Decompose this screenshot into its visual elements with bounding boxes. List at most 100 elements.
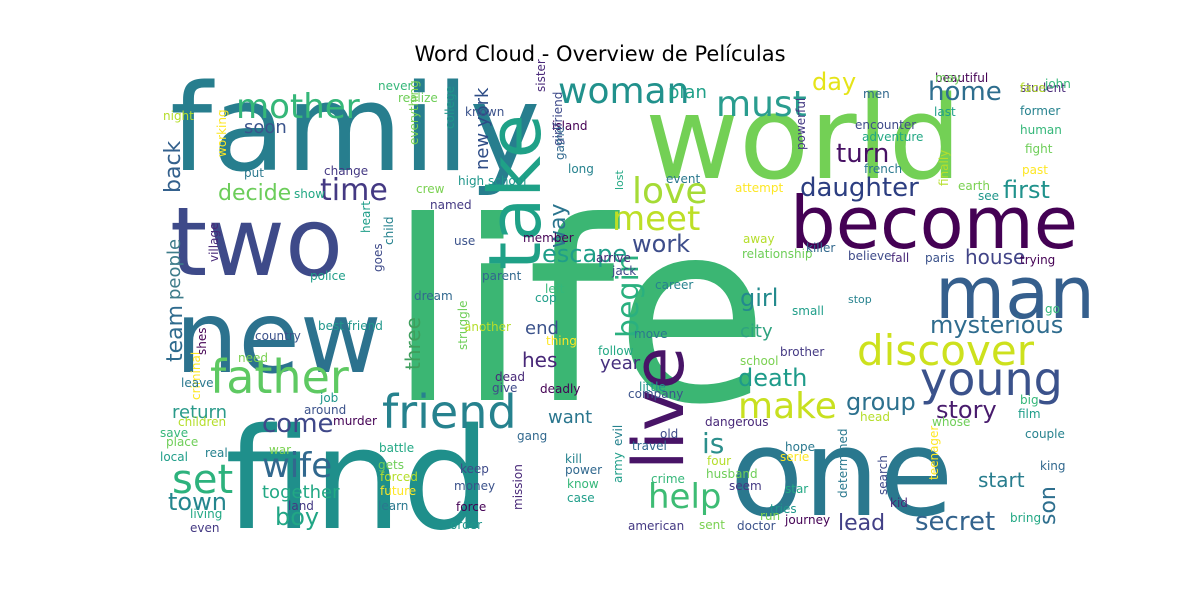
word-trying: trying — [1020, 253, 1055, 267]
word-named: named — [430, 198, 472, 212]
word-two: two — [170, 188, 343, 298]
word-old: old — [660, 427, 678, 441]
word-power: power — [565, 463, 602, 477]
word-police: police — [310, 269, 346, 283]
word-film: film — [1018, 407, 1041, 421]
word-decide: decide — [218, 181, 291, 206]
word-find: find — [225, 399, 491, 562]
word-people: people — [164, 239, 185, 300]
word-high-school: high school — [458, 174, 526, 188]
word-new: new — [175, 279, 382, 396]
word-save: save — [160, 426, 188, 440]
word-lead: lead — [838, 511, 885, 536]
word-former: former — [1020, 104, 1060, 118]
word-future: future — [380, 484, 416, 498]
word-place: place — [166, 435, 198, 449]
word-soon: soon — [244, 117, 287, 138]
word-first: first — [1003, 176, 1050, 204]
word-hes: hes — [522, 348, 557, 372]
word-start: start — [978, 468, 1025, 492]
word-see: see — [978, 189, 999, 203]
word-dangerous: dangerous — [705, 415, 768, 429]
word-secret: secret — [915, 507, 995, 537]
word-earth: earth — [958, 179, 990, 193]
word-must: must — [716, 84, 807, 125]
word-around: around — [304, 403, 346, 417]
word-journey: journey — [784, 513, 830, 527]
word-man: man — [935, 251, 1095, 335]
word-serie: serie — [780, 450, 809, 464]
word-village: village — [207, 223, 221, 262]
word-brother: brother — [780, 345, 824, 359]
word-whose: whose — [932, 415, 970, 429]
word-dead: dead — [495, 370, 525, 384]
word-move: move — [634, 327, 668, 341]
word-love: love — [632, 171, 707, 212]
word-fight: fight — [1025, 142, 1053, 156]
word-young: young — [920, 352, 1063, 406]
word-country: country — [255, 329, 301, 343]
word-company: company — [628, 387, 683, 401]
word-crime: crime — [651, 472, 685, 486]
word-girlfriend: girlfriend — [551, 92, 565, 146]
word-face: face — [1020, 81, 1046, 95]
word-teenager: teenager — [927, 426, 941, 480]
word-group: group — [846, 388, 916, 416]
word-school: school — [740, 354, 778, 368]
word-battle: battle — [379, 441, 414, 455]
word-show: show — [294, 187, 325, 201]
word-story: story — [936, 396, 997, 424]
word-set: set — [172, 457, 233, 503]
word-discover: discover — [857, 326, 1035, 375]
word-left: left — [545, 282, 565, 296]
word-forced: forced — [380, 470, 418, 484]
word-star: star — [785, 482, 808, 496]
word-realize: realize — [398, 91, 438, 105]
word-become: become — [790, 181, 1078, 265]
word-member: member — [523, 231, 574, 245]
word-order: order — [450, 518, 482, 532]
word-meet: meet — [612, 199, 700, 239]
word-bring: bring — [1010, 511, 1041, 525]
word-crew: crew — [416, 182, 445, 196]
word-money: money — [454, 479, 495, 493]
word-life: life — [388, 168, 769, 459]
word-children: children — [178, 415, 226, 429]
word-jack: jack — [611, 264, 636, 278]
word-death: death — [738, 364, 807, 392]
word-use: use — [454, 234, 475, 248]
word-dream: dream — [414, 289, 453, 303]
word-may: may — [935, 71, 961, 85]
word-gets: gets — [378, 458, 404, 472]
word-come: come — [262, 409, 334, 439]
word-relationship: relationship — [742, 247, 813, 261]
word-war: war — [269, 443, 291, 457]
word-go: go — [1045, 302, 1060, 316]
word-child: child — [382, 217, 396, 246]
word-shes: shes — [195, 328, 209, 356]
word-wife: wife — [262, 446, 332, 486]
word-change: change — [324, 164, 368, 178]
word-another: another — [464, 320, 511, 334]
word-plan: plan — [668, 82, 707, 103]
word-local: local — [160, 450, 188, 464]
word-army: army — [611, 452, 625, 483]
word-student: student — [1020, 81, 1066, 95]
word-human: human — [1020, 123, 1062, 137]
word-determined: determined — [836, 429, 850, 498]
word-daughter: daughter — [800, 173, 919, 203]
word-want: want — [548, 407, 592, 428]
word-arrive: arrive — [596, 251, 631, 265]
word-run: run — [760, 509, 780, 523]
word-kid: kid — [890, 496, 908, 510]
word-encounter: encounter — [855, 118, 916, 132]
word-known: known — [465, 105, 504, 119]
word-american: american — [628, 519, 684, 533]
word-long: long — [568, 162, 594, 176]
word-killer: killer — [806, 241, 835, 255]
word-working: working — [215, 109, 229, 157]
word-stop: stop — [848, 293, 872, 306]
word-turn: turn — [836, 139, 889, 169]
word-french: french — [864, 162, 902, 176]
